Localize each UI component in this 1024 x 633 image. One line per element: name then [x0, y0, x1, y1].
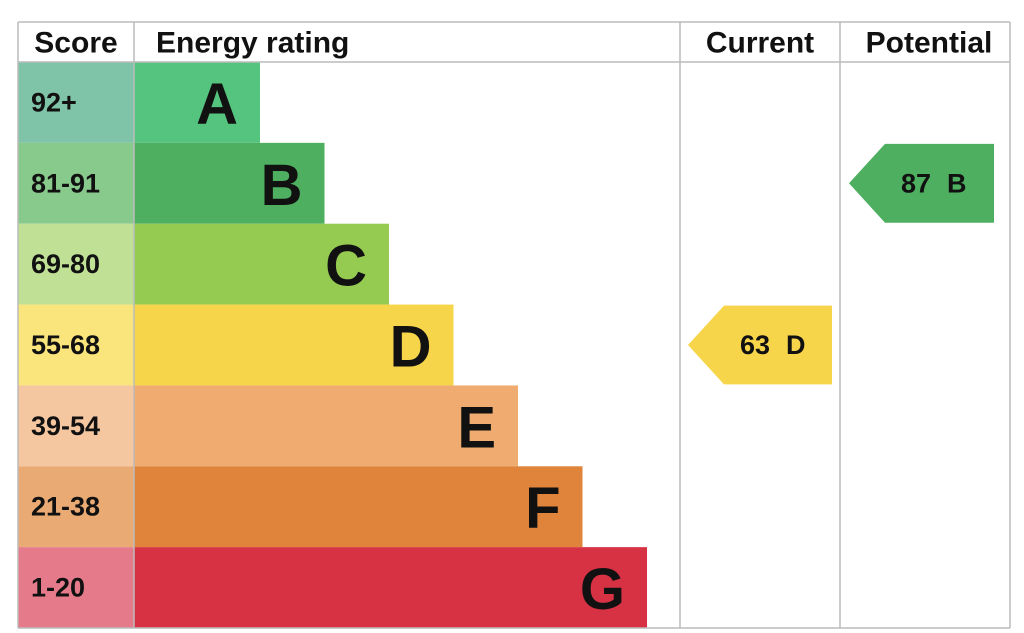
band-letter: F [525, 476, 560, 541]
band-letter: B [261, 153, 303, 218]
band-letter: D [390, 315, 432, 380]
header-current: Current [706, 27, 814, 60]
score-cell [18, 62, 134, 143]
band-letter: G [580, 557, 625, 622]
score-label: 39-54 [31, 411, 100, 441]
current-letter: D [786, 330, 806, 360]
band-letter: E [457, 395, 496, 460]
rating-bar [134, 223, 389, 305]
header-potential: Potential [866, 27, 993, 60]
header-rating: Energy rating [156, 27, 349, 60]
score-cell [18, 142, 134, 224]
score-label: 92+ [31, 87, 77, 117]
score-cell [18, 466, 134, 548]
rating-bar [134, 142, 325, 224]
score-cell [18, 304, 134, 386]
rating-bar [134, 304, 454, 386]
current-value: 63 [740, 330, 770, 360]
band-letter: C [325, 234, 367, 299]
score-cell [18, 547, 134, 628]
score-label: 1-20 [31, 573, 85, 603]
rating-bar [134, 385, 518, 467]
rating-bar [134, 547, 647, 628]
score-cell [18, 385, 134, 467]
band-letter: A [196, 72, 238, 137]
score-label: 21-38 [31, 492, 100, 522]
potential-letter: B [947, 168, 967, 198]
score-cell [18, 223, 134, 305]
score-label: 81-91 [31, 168, 100, 198]
potential-value: 87 [901, 168, 931, 198]
score-label: 69-80 [31, 249, 100, 279]
header-score: Score [34, 27, 117, 60]
rating-bar [134, 62, 260, 143]
current-arrow [688, 305, 832, 385]
potential-arrow [849, 143, 994, 223]
rating-bar [134, 466, 583, 548]
headers: Score Energy rating Current Potential [34, 27, 992, 60]
score-label: 55-68 [31, 330, 100, 360]
